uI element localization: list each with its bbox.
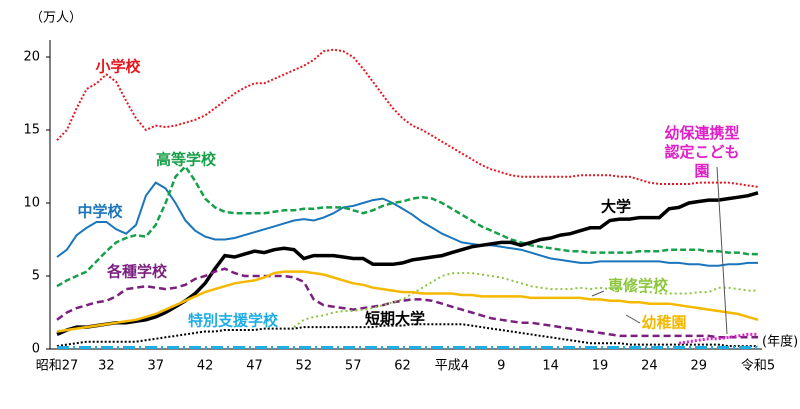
series-label: 中学校 xyxy=(77,203,123,221)
series-label: 短期大学 xyxy=(365,310,425,328)
x-tick-label: 29 xyxy=(690,359,707,374)
y-tick-label: 0 xyxy=(32,342,40,357)
series-label: 各種学校 xyxy=(106,263,168,281)
series-line xyxy=(56,270,759,333)
series-line xyxy=(56,191,759,336)
x-tick-label: 52 xyxy=(296,359,313,374)
x-tick-label: 19 xyxy=(592,359,609,374)
x-tick-label: 9 xyxy=(497,359,505,374)
series-line xyxy=(56,164,758,288)
series-label: 特別支援学校 xyxy=(188,312,279,330)
series-line xyxy=(56,181,758,267)
y-tick-label: 10 xyxy=(23,196,40,211)
series-line xyxy=(56,48,759,188)
series-line xyxy=(678,332,758,345)
series-label: 高等学校 xyxy=(156,151,217,169)
x-tick-label: 37 xyxy=(147,359,164,374)
x-tick-label: 47 xyxy=(246,359,263,374)
series-line xyxy=(56,267,758,339)
x-tick-label: 42 xyxy=(197,359,214,374)
series-label: 専修学校 xyxy=(608,277,669,295)
x-tick-label: 14 xyxy=(542,359,559,374)
series-label: 幼稚園 xyxy=(641,314,686,332)
leader-line xyxy=(591,290,605,297)
x-axis-label: (年度) xyxy=(762,334,798,350)
x-tick-label: 62 xyxy=(394,359,411,374)
y-tick-label: 20 xyxy=(23,50,40,65)
series-line xyxy=(293,272,758,328)
series-label: 大学 xyxy=(601,198,631,216)
y-tick-label: 15 xyxy=(23,123,40,138)
leader-line xyxy=(625,314,641,324)
x-tick-label: 24 xyxy=(641,359,658,374)
series-line xyxy=(56,323,758,348)
x-tick-label: 32 xyxy=(98,359,115,374)
x-tick-label: 57 xyxy=(345,359,362,374)
leader-line xyxy=(716,166,728,335)
y-tick-label: 5 xyxy=(32,269,40,284)
series-label: 幼保連携型認定こども園 xyxy=(664,124,740,180)
x-tick-label: 平成4 xyxy=(435,359,469,374)
y-axis-label: （万人） xyxy=(30,11,82,26)
x-tick-label: 昭和27 xyxy=(36,359,79,374)
series-label: 小学校 xyxy=(95,58,141,76)
x-tick-label: 令和5 xyxy=(741,359,775,374)
